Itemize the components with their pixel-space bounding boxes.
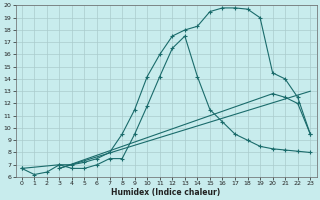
X-axis label: Humidex (Indice chaleur): Humidex (Indice chaleur): [111, 188, 221, 197]
